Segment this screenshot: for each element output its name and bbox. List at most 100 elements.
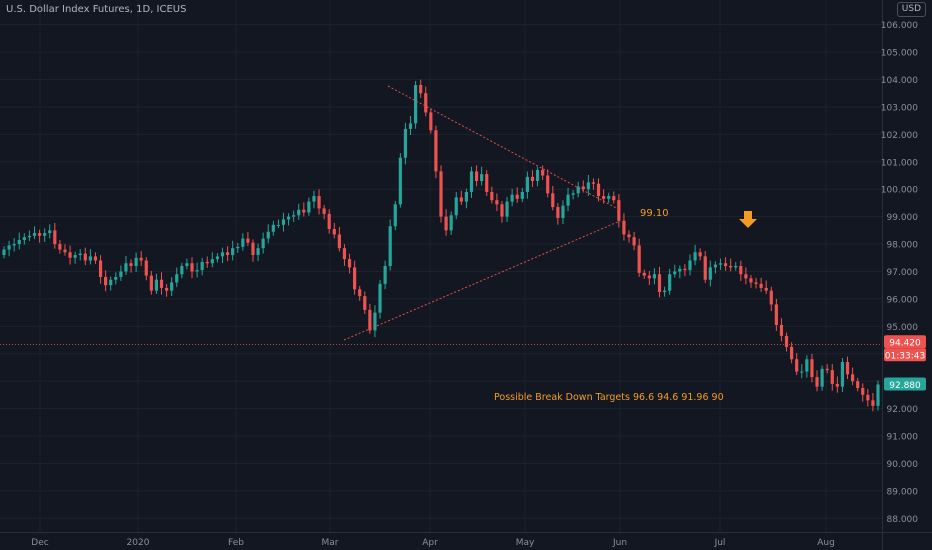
y-tick-label: 95.000 <box>887 323 919 333</box>
candle <box>358 286 362 301</box>
candle-body <box>129 263 133 266</box>
candle <box>876 380 880 411</box>
candle <box>688 254 692 276</box>
level-price-tag: 94.420 <box>884 335 926 349</box>
candle <box>510 188 514 207</box>
candle <box>586 174 590 196</box>
candle <box>459 190 463 205</box>
candle <box>464 188 469 209</box>
candle-body <box>825 368 829 371</box>
candle-body <box>383 266 387 284</box>
candle <box>474 165 479 187</box>
candle <box>327 209 331 234</box>
candle <box>353 260 357 295</box>
candle-body <box>149 275 153 291</box>
candle <box>149 270 153 295</box>
candle-body <box>490 191 494 201</box>
candle <box>866 388 870 407</box>
currency-button[interactable]: USD <box>896 2 926 17</box>
candle <box>668 268 672 295</box>
candle-body <box>205 261 209 264</box>
candle-body <box>32 233 37 236</box>
candle-body <box>652 274 657 279</box>
candle <box>419 79 423 98</box>
candle-body <box>139 257 143 261</box>
candle <box>754 277 758 289</box>
candle-body <box>22 237 26 240</box>
candle <box>647 270 651 286</box>
x-tick-label: Jul <box>714 538 726 548</box>
candle <box>63 244 67 256</box>
candle-body <box>551 193 555 208</box>
candle <box>83 247 87 266</box>
candle-body <box>83 253 87 261</box>
x-tick-label: 2020 <box>127 538 150 548</box>
candle <box>408 115 413 135</box>
x-tick-label: Mar <box>322 538 339 548</box>
candle-body <box>871 400 875 406</box>
candle <box>784 332 789 352</box>
candle <box>144 257 148 281</box>
candle-body <box>739 266 743 275</box>
candle <box>165 283 169 297</box>
candle <box>53 222 57 249</box>
candle <box>332 222 336 239</box>
candle-body <box>591 182 596 184</box>
candle <box>657 266 662 298</box>
candle-body <box>317 196 321 209</box>
candle-body <box>769 290 773 305</box>
candle <box>485 170 489 196</box>
y-tick-label: 88.000 <box>887 515 919 525</box>
candle-body <box>576 186 580 194</box>
candle-body <box>195 270 199 272</box>
symbol-name: U.S. Dollar Index Futures <box>6 4 130 15</box>
candle <box>525 171 529 199</box>
candle <box>322 205 326 220</box>
candle <box>444 209 448 236</box>
candle-body <box>749 278 753 283</box>
candle <box>861 383 865 402</box>
candle <box>73 251 77 264</box>
candle <box>729 258 733 272</box>
candle-body <box>510 194 514 202</box>
candle <box>88 248 92 265</box>
candle-body <box>815 377 819 387</box>
candle-body <box>124 263 128 272</box>
candle-body <box>225 252 230 256</box>
candle <box>129 259 133 273</box>
candle <box>617 194 621 228</box>
candle-body <box>642 272 646 276</box>
candle-body <box>424 93 428 113</box>
level-price-tag-text: 94.420 <box>889 339 921 349</box>
candle-body <box>668 274 672 291</box>
candle <box>662 286 667 297</box>
candle-body <box>58 244 62 250</box>
candle <box>37 229 42 243</box>
candle <box>93 252 98 264</box>
candle <box>673 264 677 278</box>
candle <box>27 230 32 242</box>
candle <box>454 192 458 220</box>
candle <box>109 276 113 291</box>
candle-body <box>17 239 21 245</box>
candle-body <box>581 186 585 190</box>
candle-body <box>525 176 529 192</box>
time-axis: Dec 2020 Feb Mar Apr May Jun Jul Aug <box>31 538 835 548</box>
candle-body <box>683 268 687 271</box>
candle-body <box>840 361 845 387</box>
candle <box>596 178 601 202</box>
candle-body <box>790 346 794 360</box>
candle-body <box>12 244 16 246</box>
candle-body <box>27 235 32 238</box>
candle-body <box>754 282 758 284</box>
candle <box>134 252 138 273</box>
candle-body <box>556 207 560 219</box>
x-tick-label: Apr <box>422 538 438 548</box>
candle <box>434 125 438 179</box>
y-tick-label: 102.000 <box>881 131 918 141</box>
candle-body <box>444 216 448 231</box>
candle <box>58 240 62 254</box>
arrow-down-icon <box>739 211 757 228</box>
candle <box>515 187 519 203</box>
